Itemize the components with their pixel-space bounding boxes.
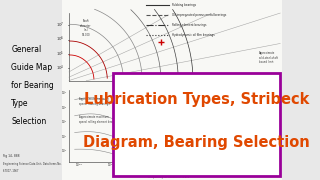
Text: Rubbing bearings: Rubbing bearings xyxy=(172,3,196,7)
Text: $10^{2}$: $10^{2}$ xyxy=(169,162,175,169)
Text: Hydrodynamic oil film bearings: Hydrodynamic oil film bearings xyxy=(172,33,214,37)
Text: Oil-impregnated porous metal bearings: Oil-impregnated porous metal bearings xyxy=(172,13,226,17)
Text: $10^{5}$: $10^{5}$ xyxy=(56,49,65,59)
Text: $10^{-1}$: $10^{-1}$ xyxy=(75,162,83,169)
Text: Rolling element bearings: Rolling element bearings xyxy=(172,23,206,27)
Text: Approximate maximum
speed, rubbing bearings: Approximate maximum speed, rubbing beari… xyxy=(79,97,109,106)
FancyBboxPatch shape xyxy=(62,0,282,180)
Text: for Bearing: for Bearing xyxy=(11,81,54,90)
Text: $10^{1}$: $10^{1}$ xyxy=(138,162,144,169)
Text: Type: Type xyxy=(11,99,29,108)
Text: $10^{7}$: $10^{7}$ xyxy=(56,21,65,30)
Text: $10^{4}$: $10^{4}$ xyxy=(61,90,68,97)
Text: 67007, 1967: 67007, 1967 xyxy=(3,169,18,173)
Text: Fig 14, 888: Fig 14, 888 xyxy=(3,154,19,158)
Text: Selection: Selection xyxy=(11,117,46,126)
Text: Approximate maximum
speed, rolling element bearings: Approximate maximum speed, rolling eleme… xyxy=(79,115,119,124)
Text: $10^{0}$: $10^{0}$ xyxy=(61,147,68,155)
Text: $10^{6}$: $10^{6}$ xyxy=(56,35,65,44)
Text: $10^{0}$: $10^{0}$ xyxy=(107,162,113,169)
Text: $10^{1}$: $10^{1}$ xyxy=(61,133,68,141)
Text: Guide Map: Guide Map xyxy=(11,63,52,72)
Text: $10^{4}$: $10^{4}$ xyxy=(230,162,237,169)
Text: Diagram, Bearing Selection: Diagram, Bearing Selection xyxy=(83,135,310,150)
Text: Lubrication Types, Stribeck: Lubrication Types, Stribeck xyxy=(84,92,309,107)
Text: $10^{3}$: $10^{3}$ xyxy=(199,162,206,169)
Text: General: General xyxy=(11,45,42,54)
Text: $10^{5}$: $10^{5}$ xyxy=(261,162,268,169)
Text: Frequency of rotation, rev/s: Frequency of rotation, rev/s xyxy=(148,167,189,171)
Text: Engineering Science Data Unit, Data Items No.: Engineering Science Data Unit, Data Item… xyxy=(3,162,61,166)
Text: $10^{2}$: $10^{2}$ xyxy=(61,119,68,126)
Text: Approximate
solid-steel-shaft
bound limit: Approximate solid-steel-shaft bound limi… xyxy=(259,51,279,64)
FancyBboxPatch shape xyxy=(113,73,280,176)
Text: Shaft
diameter
(in.)
53.000: Shaft diameter (in.) 53.000 xyxy=(80,19,92,37)
Text: $10^{4}$: $10^{4}$ xyxy=(56,64,65,73)
Text: $10^{3}$: $10^{3}$ xyxy=(61,104,68,112)
Text: Frequency of rotation, rev/s: Frequency of rotation, rev/s xyxy=(148,175,189,179)
